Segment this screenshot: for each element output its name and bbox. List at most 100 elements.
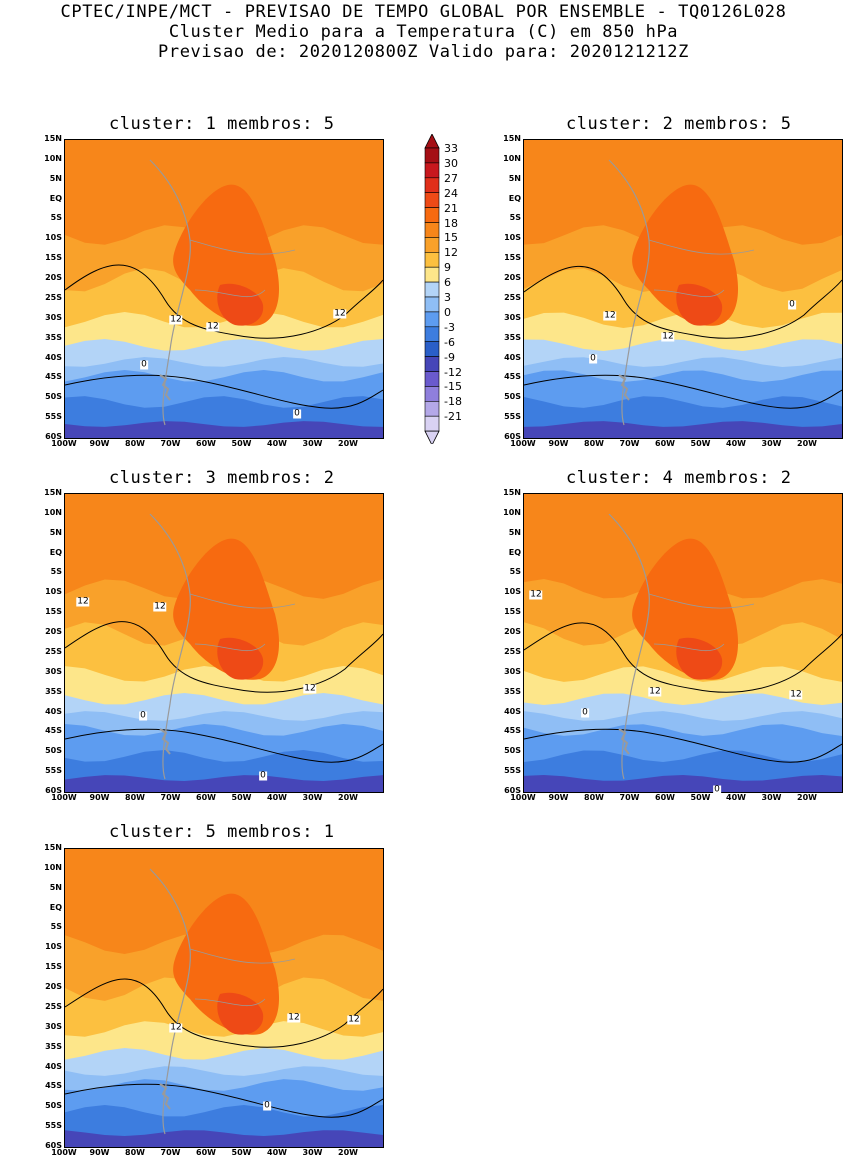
longitude-tick-label: 70W	[160, 439, 181, 448]
latitude-tick-label: 45S	[45, 726, 62, 736]
longitude-tick-label: 90W	[89, 1148, 110, 1157]
latitude-tick-label: 15N	[44, 134, 62, 143]
longitude-tick-label: 40W	[726, 439, 746, 448]
latitude-tick-label: 55S	[504, 412, 521, 422]
latitude-tick-label: 60S	[504, 786, 521, 795]
latitude-tick-label: 30S	[504, 312, 521, 322]
longitude-tick-label: 60W	[655, 793, 675, 802]
latitude-tick-label: 35S	[45, 332, 62, 342]
longitude-tick-label: 40W	[267, 793, 287, 802]
panel-title: cluster: 3 membros: 2	[109, 468, 335, 488]
longitude-tick-label: 30W	[302, 793, 323, 802]
latitude-tick-label: 20S	[45, 982, 62, 992]
latitude-tick-label: 35S	[45, 1041, 62, 1051]
latitude-tick-label: 30S	[45, 666, 62, 676]
latitude-tick-label: 20S	[45, 627, 62, 637]
longitude-tick-label: 30W	[761, 439, 782, 448]
contour-label: 12	[303, 683, 317, 694]
latitude-tick-label: 10N	[44, 862, 62, 872]
latitude-tick-label: 40S	[504, 352, 521, 362]
panel-title: cluster: 5 membros: 1	[109, 822, 335, 842]
longitude-tick-label: 90W	[89, 439, 110, 448]
latitude-tick-label: 15N	[503, 134, 521, 143]
latitude-tick-label: 60S	[45, 786, 62, 795]
latitude-tick-label: 10N	[503, 507, 521, 517]
contour-label: 12	[789, 689, 803, 700]
colorbar-label: -18	[444, 395, 462, 409]
latitude-tick-label: 25S	[45, 292, 62, 302]
colorbar-label: 0	[444, 305, 451, 319]
temperature-map-panel	[64, 493, 384, 793]
latitude-tick-label: EQ	[49, 547, 62, 557]
longitude-tick-label: 70W	[160, 1148, 181, 1157]
contour-label: 12	[661, 331, 675, 342]
longitude-tick-label: 80W	[125, 439, 145, 448]
latitude-tick-label: 15S	[504, 607, 521, 617]
contour-label: 0	[589, 353, 597, 364]
contour-label: 12	[333, 308, 347, 319]
latitude-tick-label: 25S	[45, 1001, 62, 1011]
longitude-tick-label: 20W	[797, 793, 817, 802]
colorbar-label: -9	[444, 350, 455, 364]
temperature-map-panel	[523, 493, 843, 793]
contour-label: 12	[76, 596, 90, 607]
contour-label: 0	[713, 784, 721, 795]
latitude-tick-label: EQ	[49, 193, 62, 203]
latitude-tick-label: 25S	[504, 292, 521, 302]
colorbar-label: -6	[444, 335, 455, 349]
contour-label: 0	[788, 299, 796, 310]
colorbar-label: -21	[444, 410, 462, 424]
longitude-tick-label: 100W	[510, 439, 536, 448]
latitude-tick-label: 55S	[45, 1121, 62, 1131]
latitude-tick-label: 5N	[49, 527, 62, 537]
latitude-tick-label: 20S	[504, 273, 521, 283]
longitude-tick-label: 100W	[510, 793, 536, 802]
latitude-tick-label: 5S	[509, 213, 521, 223]
latitude-tick-label: 30S	[45, 1021, 62, 1031]
latitude-tick-label: EQ	[49, 902, 62, 912]
latitude-tick-label: 5S	[50, 567, 62, 577]
colorbar-label: 9	[444, 261, 451, 275]
header-line-2: Cluster Medio para a Temperatura (C) em …	[168, 22, 679, 42]
contour-label: 12	[169, 1022, 183, 1033]
longitude-tick-label: 60W	[655, 439, 675, 448]
longitude-tick-label: 90W	[548, 439, 569, 448]
longitude-tick-label: 80W	[125, 1148, 145, 1157]
latitude-tick-label: 10N	[503, 153, 521, 163]
latitude-tick-label: 50S	[45, 1101, 62, 1111]
latitude-tick-label: 35S	[45, 686, 62, 696]
latitude-tick-label: 5S	[50, 922, 62, 932]
colorbar-label: 30	[444, 156, 458, 170]
header-line-3: Previsao de: 2020120800Z Valido para: 20…	[158, 42, 689, 62]
longitude-tick-label: 80W	[584, 793, 604, 802]
colorbar-label: 24	[444, 186, 458, 200]
latitude-tick-label: 50S	[45, 746, 62, 756]
longitude-tick-label: 50W	[231, 793, 252, 802]
latitude-tick-label: 10S	[504, 587, 521, 597]
longitude-tick-label: 70W	[619, 793, 640, 802]
latitude-tick-label: 10N	[44, 153, 62, 163]
temperature-map-panel	[523, 139, 843, 439]
colorbar-label: 33	[444, 142, 458, 155]
latitude-tick-label: 10S	[45, 233, 62, 243]
contour-label: 0	[293, 408, 301, 419]
longitude-tick-label: 50W	[231, 1148, 252, 1157]
latitude-tick-label: 5N	[508, 173, 521, 183]
longitude-tick-label: 100W	[51, 793, 77, 802]
latitude-tick-label: 45S	[504, 372, 521, 382]
longitude-tick-label: 70W	[619, 439, 640, 448]
longitude-tick-label: 50W	[690, 793, 711, 802]
panel-title: cluster: 1 membros: 5	[109, 114, 335, 134]
latitude-tick-label: 10S	[504, 233, 521, 243]
colorbar-label: 18	[444, 216, 458, 230]
latitude-tick-label: 25S	[45, 646, 62, 656]
latitude-tick-label: 10N	[44, 507, 62, 517]
longitude-tick-label: 90W	[89, 793, 110, 802]
latitude-tick-label: 55S	[504, 766, 521, 776]
contour-label: 12	[347, 1014, 361, 1025]
latitude-tick-label: 30S	[45, 312, 62, 322]
latitude-tick-label: 15N	[503, 488, 521, 497]
header-line-1: CPTEC/INPE/MCT - PREVISAO DE TEMPO GLOBA…	[60, 2, 787, 22]
longitude-tick-label: 20W	[338, 1148, 358, 1157]
colorbar-label: 27	[444, 171, 458, 185]
